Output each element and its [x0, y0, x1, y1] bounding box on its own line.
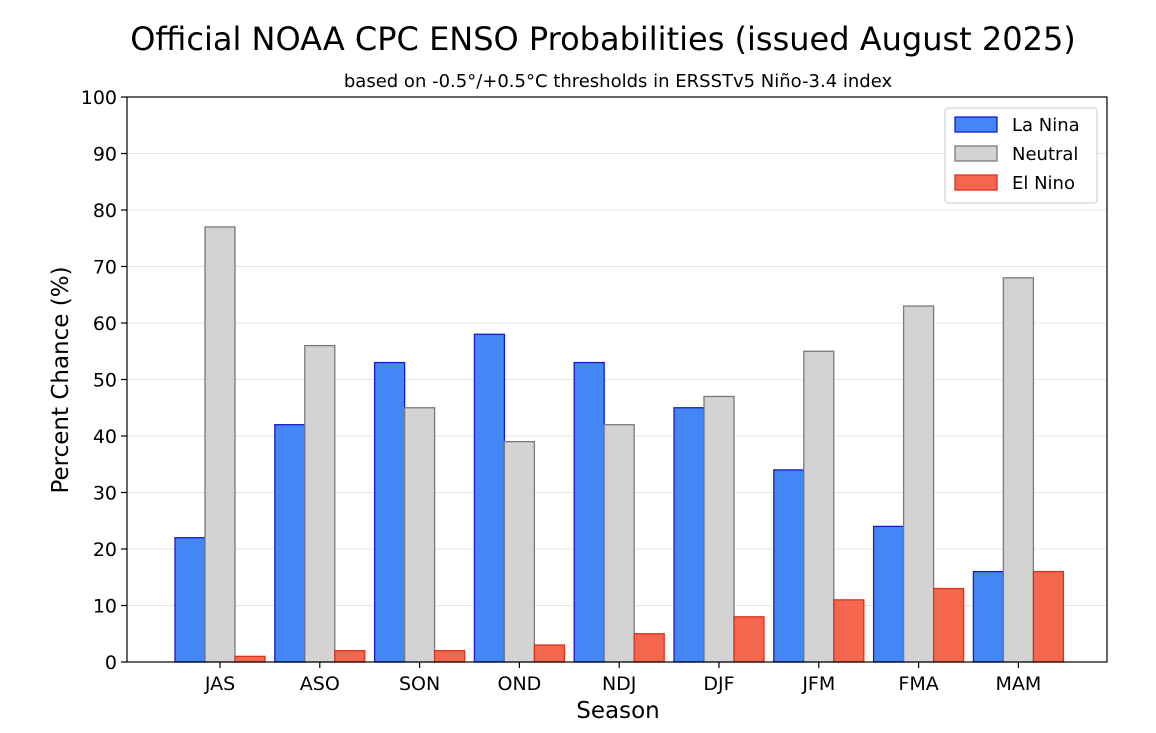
- chart-subtitle: based on -0.5°/+0.5°C thresholds in ERSS…: [344, 71, 893, 92]
- bar-la-nina-fma: [872, 525, 905, 663]
- x-tick-label: JFM: [801, 673, 835, 695]
- bar-el-nino-fma: [932, 587, 965, 663]
- x-tick-label: ASO: [300, 673, 340, 695]
- x-axis-label: Season: [576, 698, 659, 724]
- x-tick-label: DJF: [703, 673, 734, 695]
- legend-swatch: [954, 174, 998, 191]
- x-axis-ticks: JAS ASO SON OND NDJ DJF JFM FMA MAM: [204, 662, 1041, 695]
- y-tick-label: 100: [81, 87, 117, 109]
- bar-neutral-mam: [1002, 277, 1035, 663]
- bar-la-nina-jfm: [773, 469, 805, 663]
- x-tick-label: NDJ: [602, 673, 636, 695]
- y-tick-label: 0: [105, 652, 117, 674]
- y-tick-label: 80: [93, 200, 117, 222]
- x-tick-label: OND: [497, 673, 541, 695]
- bar-el-nino-jfm: [833, 599, 865, 663]
- bar-la-nina-son: [373, 361, 406, 663]
- y-tick-label: 90: [93, 144, 117, 166]
- legend: La Nina Neutral El Nino: [944, 107, 1098, 204]
- bar-la-nina-djf: [673, 407, 705, 663]
- bar-el-nino-mam: [1032, 570, 1065, 663]
- y-tick-label: 60: [93, 313, 117, 335]
- bar-neutral-ndj: [603, 424, 635, 663]
- bar-la-nina-mam: [972, 570, 1005, 663]
- bar-series: [174, 226, 1065, 663]
- bar-el-nino-son: [433, 650, 466, 663]
- bar-neutral-son: [403, 407, 436, 663]
- bar-el-nino-ndj: [633, 633, 665, 663]
- bar-el-nino-aso: [334, 650, 366, 663]
- y-axis-label: Percent Chance (%): [48, 266, 74, 493]
- bar-neutral-aso: [304, 344, 336, 663]
- bar-el-nino-jas: [234, 655, 266, 663]
- x-tick-label: JAS: [204, 673, 235, 695]
- x-tick-label: SON: [399, 673, 440, 695]
- legend-items: La Nina Neutral El Nino: [954, 115, 1080, 194]
- y-tick-label: 30: [93, 483, 117, 505]
- bar-neutral-fma: [902, 305, 935, 663]
- legend-swatch: [954, 116, 998, 133]
- y-tick-label: 10: [93, 596, 117, 618]
- bar-el-nino-ond: [533, 644, 566, 663]
- bar-el-nino-djf: [733, 616, 765, 663]
- y-axis-ticks: 0 10 20 30 40 50 60 70 80 90 100: [81, 87, 127, 674]
- y-tick-label: 70: [93, 257, 117, 279]
- bar-neutral-jas: [204, 226, 236, 663]
- y-tick-label: 50: [93, 370, 117, 392]
- bar-la-nina-aso: [274, 424, 306, 663]
- x-tick-label: MAM: [996, 673, 1042, 695]
- bar-neutral-djf: [703, 395, 735, 663]
- chart-title: Official NOAA CPC ENSO Probabilities (is…: [130, 20, 1076, 58]
- legend-label: Neutral: [1012, 144, 1078, 165]
- bar-neutral-jfm: [803, 350, 835, 663]
- legend-label: La Nina: [1012, 115, 1080, 136]
- bar-la-nina-jas: [174, 537, 206, 663]
- bar-la-nina-ond: [473, 333, 506, 663]
- bar-la-nina-ndj: [573, 361, 605, 663]
- legend-label: El Nino: [1012, 173, 1075, 194]
- legend-swatch: [954, 145, 998, 162]
- bar-neutral-ond: [503, 440, 536, 663]
- y-tick-label: 40: [93, 426, 117, 448]
- y-tick-label: 20: [93, 539, 117, 561]
- x-tick-label: FMA: [898, 673, 938, 695]
